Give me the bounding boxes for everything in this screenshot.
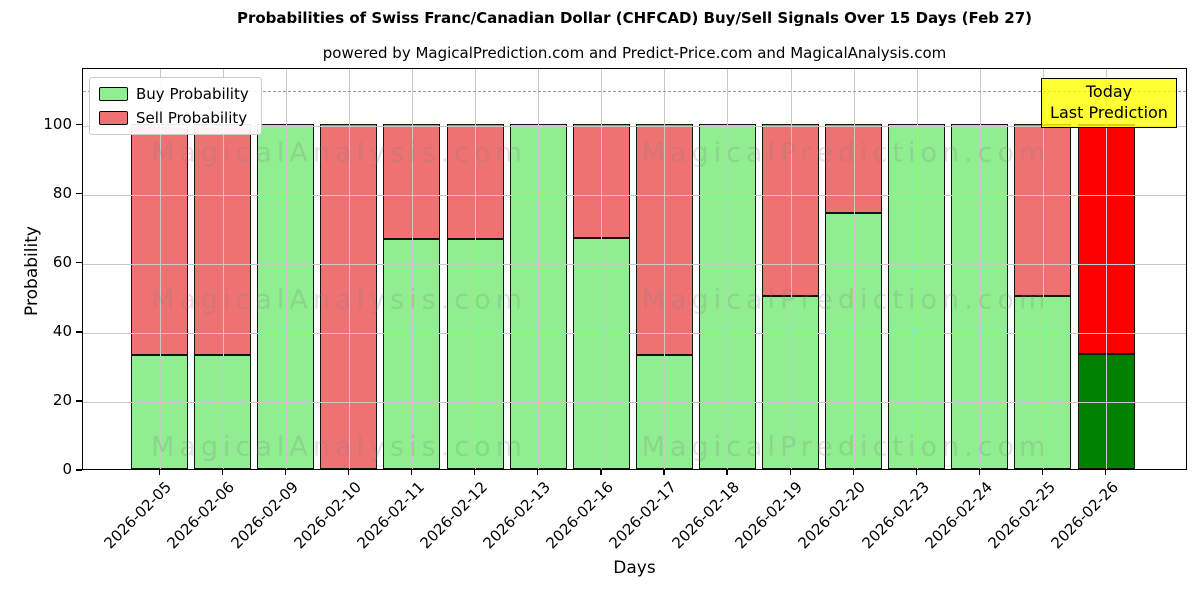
legend-sell-label: Sell Probability xyxy=(136,109,248,127)
legend-row-sell: Sell Probability xyxy=(99,109,249,127)
v-gridline xyxy=(979,69,981,469)
v-gridline xyxy=(790,69,792,469)
y-tick-mark xyxy=(76,262,82,264)
legend: Buy Probability Sell Probability xyxy=(89,77,262,135)
chart-title: Probabilities of Swiss Franc/Canadian Do… xyxy=(236,9,1032,27)
x-tick-mark xyxy=(663,470,665,475)
h-gridline xyxy=(83,194,1186,196)
v-gridline xyxy=(475,69,476,469)
x-tick-mark xyxy=(789,470,791,475)
x-tick-mark xyxy=(1105,470,1107,475)
x-tick-mark xyxy=(600,470,602,475)
watermark-text: MagicalPrediction.com xyxy=(641,137,1051,169)
threshold-dashed-line xyxy=(83,91,1186,93)
v-gridline xyxy=(1042,69,1044,469)
chart-subtitle: powered by MagicalPrediction.com and Pre… xyxy=(322,44,947,62)
v-gridline xyxy=(285,69,287,469)
x-tick-mark xyxy=(158,470,160,475)
v-gridline xyxy=(727,69,729,469)
y-tick-label: 100 xyxy=(43,114,72,133)
today-annotation-line1: Today xyxy=(1085,82,1133,101)
x-tick-mark xyxy=(726,470,728,475)
x-tick-mark xyxy=(978,470,981,475)
today-annotation: Today Last Prediction xyxy=(1041,78,1177,128)
watermark-text: MagicalPrediction.com xyxy=(641,284,1051,316)
v-gridline xyxy=(159,69,161,469)
v-gridline xyxy=(601,69,603,469)
x-tick-mark xyxy=(347,470,350,475)
watermark-text: MagicalAnalysis.com xyxy=(151,137,527,169)
plot-area: MagicalAnalysis.com MagicalPrediction.com… xyxy=(82,68,1187,470)
h-gridline xyxy=(83,125,1186,127)
h-gridline xyxy=(83,401,1186,403)
x-tick-mark xyxy=(537,470,539,475)
v-gridline xyxy=(222,69,224,469)
sell-swatch-icon xyxy=(99,111,128,125)
watermark-text: MagicalAnalysis.com xyxy=(151,431,527,463)
x-tick-mark xyxy=(221,470,223,475)
h-gridline xyxy=(83,332,1186,334)
buy-swatch-icon xyxy=(99,87,128,101)
x-axis-label: Days xyxy=(613,558,656,578)
x-tick-mark xyxy=(1041,470,1044,475)
v-gridline xyxy=(411,69,413,469)
y-tick-mark xyxy=(76,469,82,471)
y-tick-label: 40 xyxy=(52,321,72,340)
y-tick-mark xyxy=(76,193,82,195)
v-gridline xyxy=(853,69,855,469)
y-tick-mark xyxy=(76,123,82,126)
y-tick-label: 60 xyxy=(52,252,72,271)
y-tick-mark xyxy=(76,400,82,402)
v-gridline xyxy=(538,69,540,469)
today-annotation-line2: Last Prediction xyxy=(1050,102,1168,122)
x-tick-mark xyxy=(410,470,413,475)
x-tick-mark xyxy=(284,470,287,475)
h-gridline xyxy=(83,263,1186,265)
watermark-text: MagicalAnalysis.com xyxy=(151,284,527,316)
v-gridline xyxy=(348,69,350,469)
v-gridline xyxy=(1106,69,1107,469)
y-tick-label: 0 xyxy=(62,460,72,478)
y-tick-label: 20 xyxy=(52,390,72,409)
watermark-text: MagicalPrediction.com xyxy=(641,431,1051,463)
legend-row-buy: Buy Probability xyxy=(99,85,249,103)
legend-buy-label: Buy Probability xyxy=(136,85,249,103)
y-tick-label: 80 xyxy=(52,183,72,202)
y-tick-mark xyxy=(76,331,82,333)
x-tick-mark xyxy=(852,470,854,475)
x-tick-mark xyxy=(915,470,918,475)
v-gridline xyxy=(664,69,666,469)
x-tick-mark xyxy=(474,470,476,475)
v-gridline xyxy=(916,69,918,469)
y-axis-label: Probability xyxy=(22,226,42,316)
